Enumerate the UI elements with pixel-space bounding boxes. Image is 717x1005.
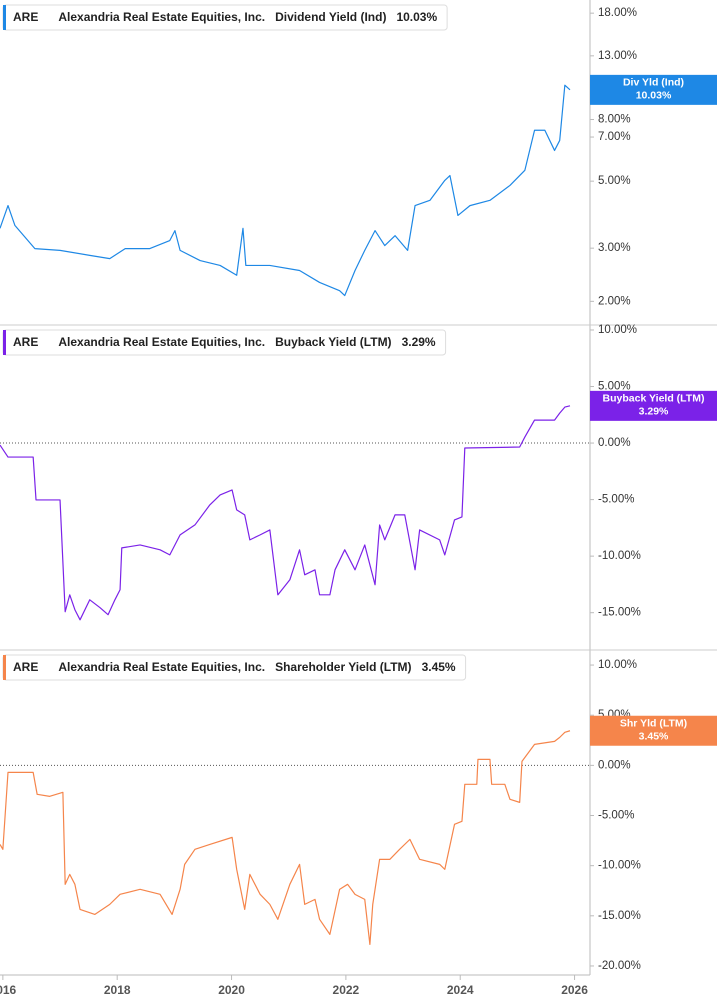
series-line — [0, 405, 571, 621]
legend-text: ARE — [13, 10, 38, 24]
y-tick-label: 5.00% — [598, 175, 631, 187]
legend-text: ARE — [13, 335, 38, 349]
x-tick-label: 2022 — [333, 983, 360, 997]
legend-text: Dividend Yield (Ind) — [275, 10, 386, 24]
y-tick-label: 0.00% — [598, 437, 631, 449]
y-tick-label: -15.00% — [598, 910, 641, 922]
y-tick-label: 13.00% — [598, 50, 637, 62]
y-tick-label: 7.00% — [598, 131, 631, 143]
y-tick-label: 10.00% — [598, 659, 637, 671]
value-tag-value: 10.03% — [636, 90, 672, 102]
series-line — [0, 730, 571, 946]
y-tick-label: 3.00% — [598, 242, 631, 254]
y-tick-label: -10.00% — [598, 550, 641, 562]
legend-text: Buyback Yield (LTM) — [275, 335, 391, 349]
y-tick-label: 5.00% — [598, 381, 631, 393]
y-tick-label: 2.00% — [598, 295, 631, 307]
legend-swatch — [3, 5, 6, 30]
legend-text: 10.03% — [396, 10, 437, 24]
y-tick-label: -20.00% — [598, 960, 641, 972]
value-tag-name: Buyback Yield (LTM) — [603, 393, 705, 405]
x-tick-label: 2026 — [561, 983, 588, 997]
value-tag-name: Div Yld (Ind) — [623, 77, 684, 89]
y-tick-label: -5.00% — [598, 810, 634, 822]
legend: ARE Alexandria Real Estate Equities, Inc.… — [2, 4, 448, 31]
legend-text: Shareholder Yield (LTM) — [275, 660, 411, 674]
y-tick-label: 10.00% — [598, 324, 637, 336]
x-tick-label: 2016 — [0, 983, 17, 997]
legend: ARE Alexandria Real Estate Equities, Inc.… — [2, 329, 447, 356]
y-tick-label: 0.00% — [598, 759, 631, 771]
legend-text: Alexandria Real Estate Equities, Inc. — [58, 660, 265, 674]
legend-text: 3.29% — [402, 335, 436, 349]
legend-swatch — [3, 655, 6, 680]
y-tick-label: -10.00% — [598, 860, 641, 872]
legend-text: Alexandria Real Estate Equities, Inc. — [58, 10, 265, 24]
legend-text: ARE — [13, 660, 38, 674]
y-tick-label: -15.00% — [598, 607, 641, 619]
y-tick-label: 18.00% — [598, 7, 637, 19]
value-tag — [590, 715, 717, 746]
value-tag — [590, 390, 717, 421]
legend-text: 3.45% — [422, 660, 456, 674]
value-tag-name: Shr Yld (LTM) — [620, 718, 687, 730]
value-tag-value: 3.45% — [639, 731, 669, 743]
x-tick-label: 2024 — [447, 983, 474, 997]
x-tick-label: 2018 — [104, 983, 131, 997]
y-tick-label: 8.00% — [598, 114, 631, 126]
x-tick-label: 2020 — [218, 983, 245, 997]
value-tag-value: 3.29% — [639, 406, 669, 418]
y-tick-label: -5.00% — [598, 494, 634, 506]
value-tag — [590, 74, 717, 105]
series-line — [0, 84, 571, 297]
legend: ARE Alexandria Real Estate Equities, Inc.… — [2, 654, 467, 681]
legend-swatch — [3, 330, 6, 355]
legend-text: Alexandria Real Estate Equities, Inc. — [58, 335, 265, 349]
